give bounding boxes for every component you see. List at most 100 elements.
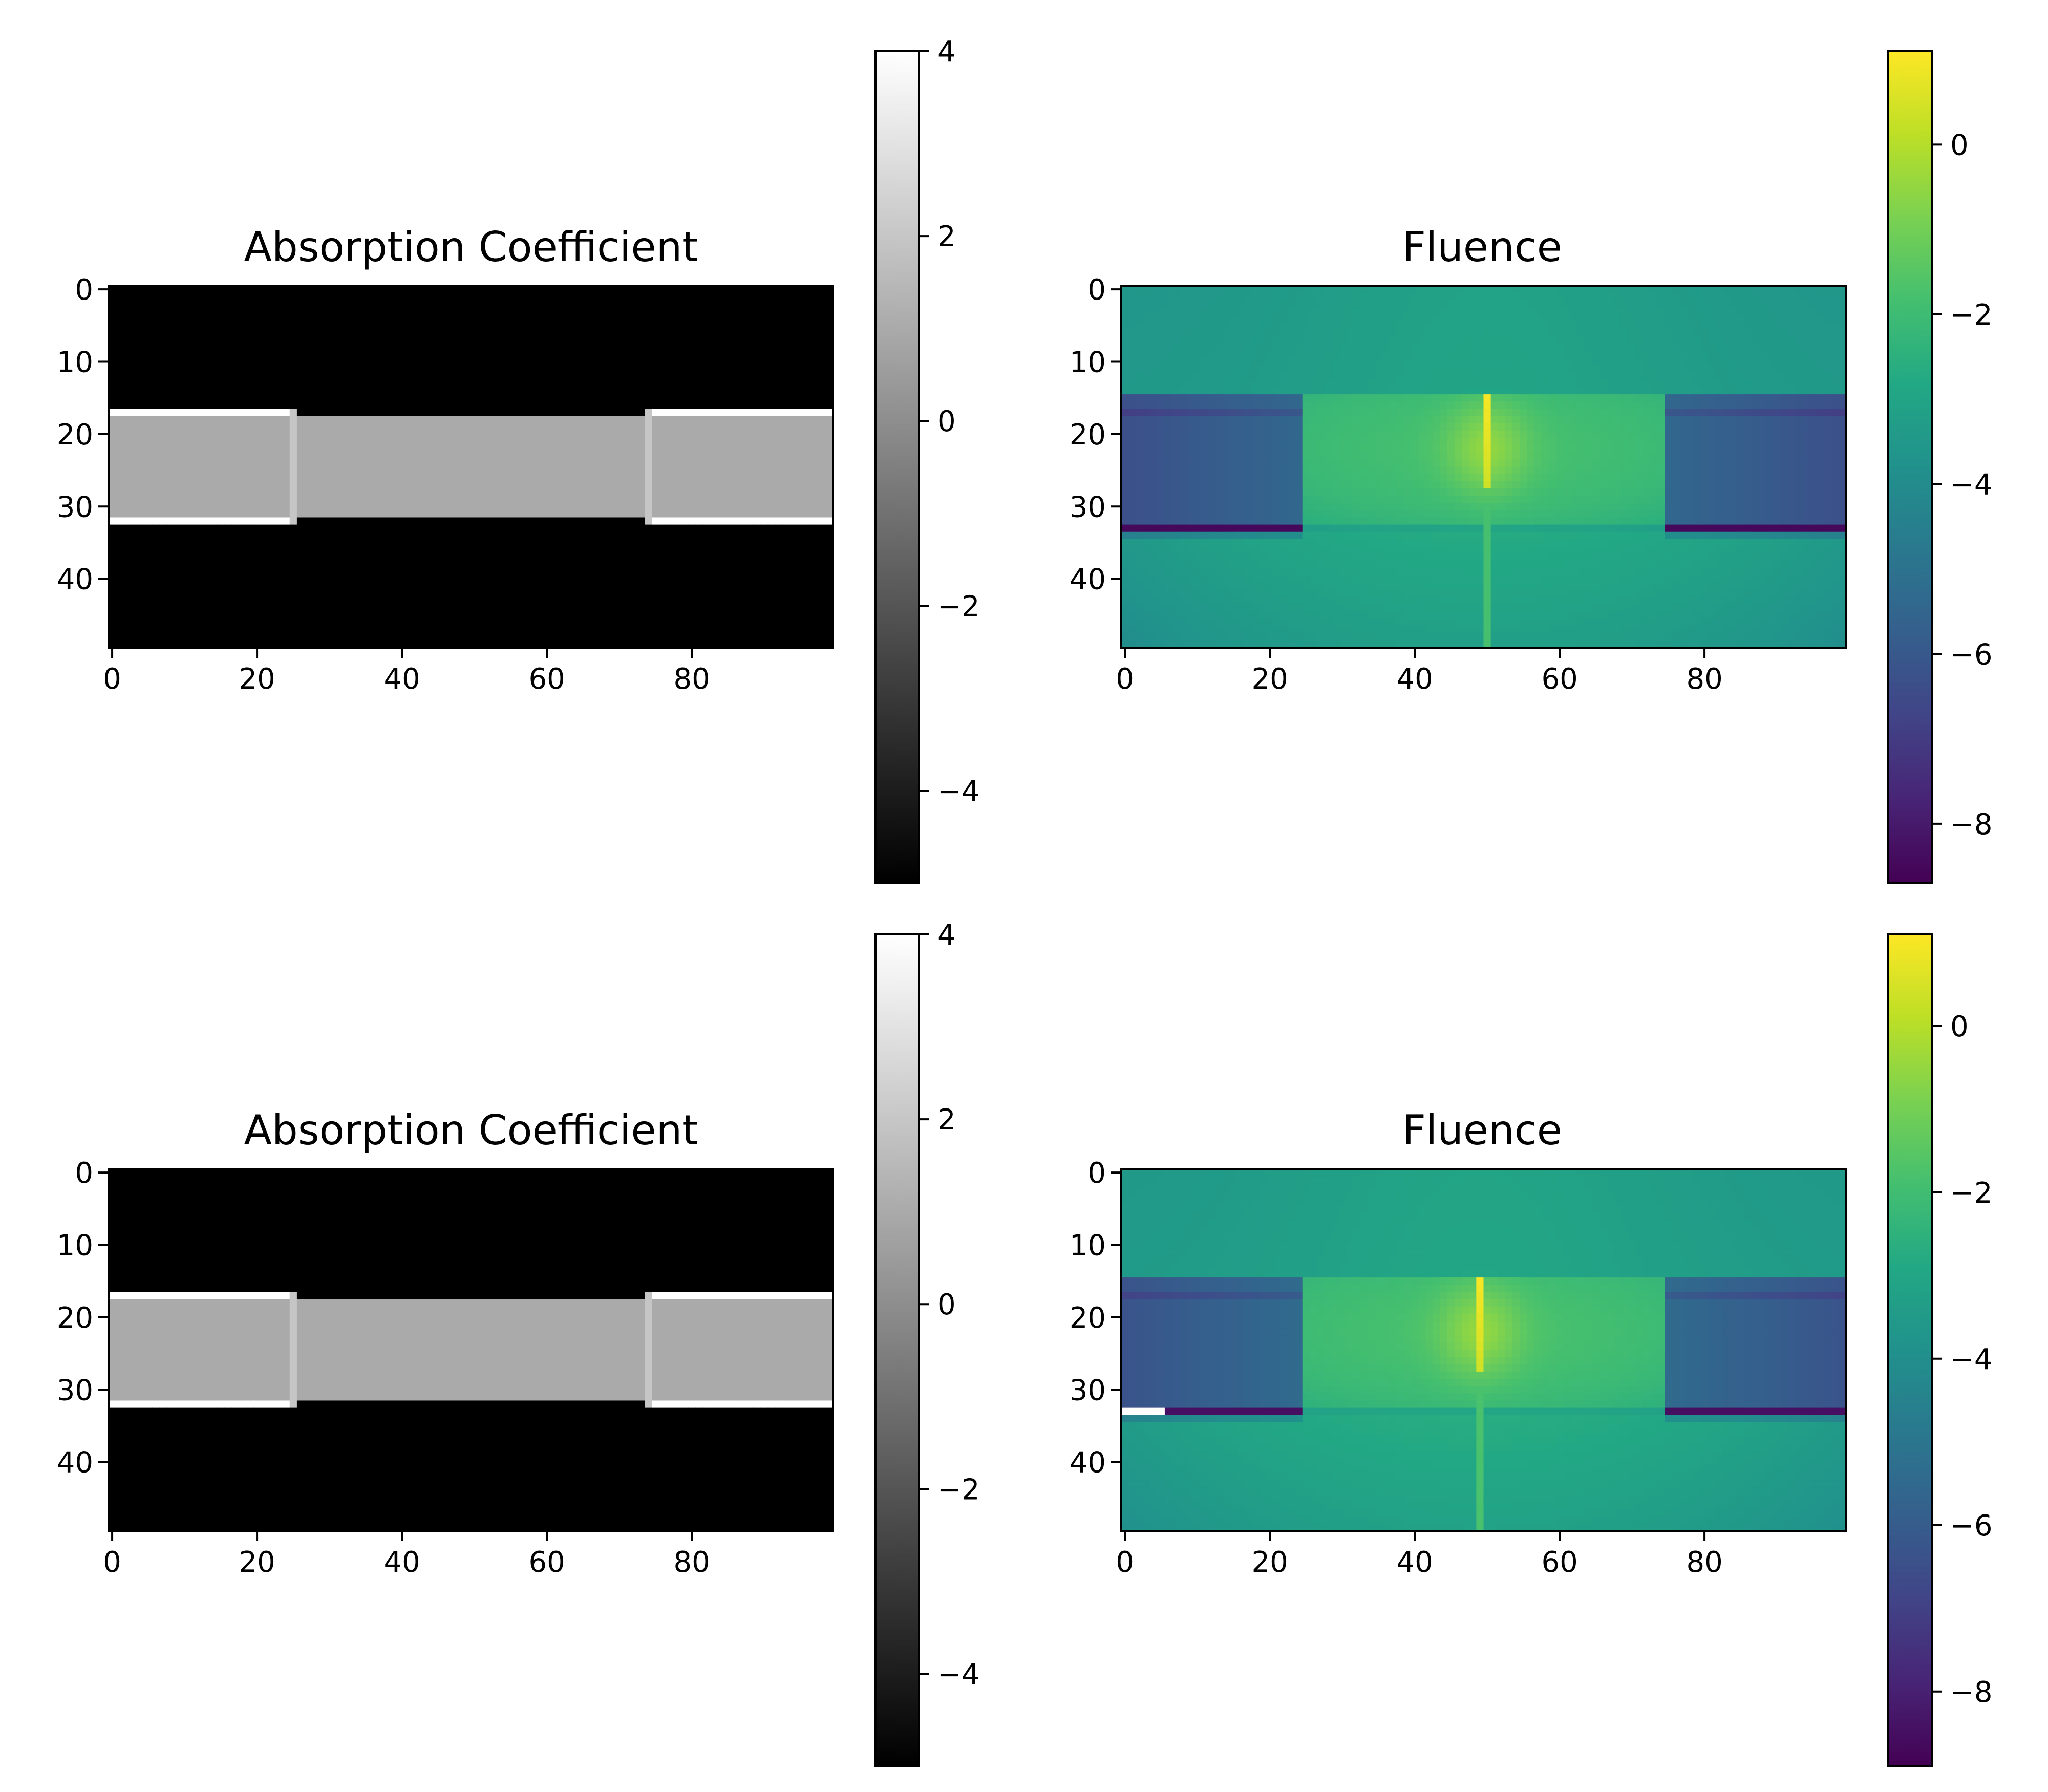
- heatmap-cell: [558, 568, 566, 576]
- heatmap-cell: [550, 416, 558, 424]
- heatmap-cell: [224, 589, 232, 598]
- heatmap-cell: [355, 589, 362, 598]
- heatmap-cell: [514, 589, 522, 598]
- heatmap-cell: [586, 314, 594, 323]
- heatmap-cell: [623, 481, 631, 489]
- heatmap-cell: [586, 488, 594, 496]
- heatmap-cell: [659, 611, 667, 620]
- heatmap-cell: [680, 503, 689, 510]
- heatmap-cell: [369, 618, 377, 627]
- heatmap-cell: [478, 372, 486, 380]
- heatmap-cell: [166, 466, 174, 475]
- heatmap-cell: [174, 329, 182, 337]
- heatmap-cell: [355, 401, 362, 409]
- heatmap-cell: [804, 597, 812, 605]
- heatmap-cell: [231, 351, 240, 358]
- heatmap-cell: [289, 293, 297, 301]
- heatmap-cell: [710, 582, 718, 590]
- heatmap-cell: [543, 372, 551, 380]
- heatmap-cell: [340, 503, 348, 510]
- heatmap-cell: [797, 488, 804, 496]
- heatmap-cell: [645, 372, 652, 380]
- heatmap-cell: [739, 387, 746, 395]
- heatmap-cell: [514, 365, 522, 373]
- heatmap-cell: [724, 568, 732, 576]
- heatmap-cell: [775, 430, 783, 438]
- heatmap-cell: [398, 459, 406, 467]
- heatmap-cell: [536, 401, 544, 409]
- heatmap-cell: [362, 589, 370, 598]
- heatmap-cell: [456, 314, 464, 323]
- heatmap-cell: [406, 437, 413, 445]
- heatmap-cell: [217, 618, 225, 627]
- heatmap-cell: [137, 307, 145, 315]
- heatmap-cell: [420, 553, 428, 561]
- heatmap-cell: [565, 401, 573, 409]
- heatmap-cell: [109, 314, 116, 323]
- heatmap-cell: [601, 539, 609, 547]
- heatmap-cell: [746, 488, 754, 496]
- heatmap-cell: [224, 568, 232, 576]
- heatmap-cell: [724, 539, 732, 547]
- heatmap-cell: [746, 459, 754, 467]
- heatmap-cell: [746, 510, 754, 518]
- heatmap-cell: [130, 379, 138, 388]
- heatmap-cell: [144, 568, 153, 576]
- heatmap-cell: [753, 517, 761, 525]
- heatmap-cell: [174, 546, 182, 554]
- heatmap-cell: [188, 575, 196, 583]
- heatmap-cell: [782, 524, 790, 532]
- heatmap-cell: [572, 546, 580, 554]
- heatmap-cell: [797, 372, 804, 380]
- heatmap-cell: [558, 546, 566, 554]
- heatmap-cell: [782, 372, 790, 380]
- heatmap-cell: [231, 314, 240, 323]
- heatmap-cell: [630, 445, 638, 453]
- heatmap-cell: [565, 437, 573, 445]
- heatmap-cell: [485, 618, 493, 627]
- heatmap-cell: [572, 336, 580, 344]
- heatmap-cell: [652, 618, 659, 627]
- heatmap-cell: [202, 510, 210, 518]
- heatmap-cell: [217, 394, 225, 402]
- heatmap-cell: [326, 329, 334, 337]
- heatmap-cell: [239, 437, 247, 445]
- heatmap-cell: [427, 531, 435, 540]
- heatmap-cell: [441, 604, 450, 612]
- heatmap-cell: [434, 336, 442, 344]
- heatmap-cell: [601, 286, 609, 293]
- heatmap-cell: [528, 503, 537, 510]
- heatmap-cell: [695, 503, 703, 510]
- heatmap-cell: [608, 329, 616, 337]
- heatmap-cell: [434, 553, 442, 561]
- heatmap-cell: [521, 633, 529, 641]
- heatmap-cell: [253, 553, 261, 561]
- heatmap-cell: [528, 582, 537, 590]
- heatmap-cell: [261, 344, 268, 351]
- heatmap-cell: [528, 379, 537, 388]
- heatmap-cell: [536, 416, 544, 424]
- heatmap-cell: [231, 517, 240, 525]
- heatmap-cell: [601, 503, 609, 510]
- heatmap-cell: [775, 322, 783, 330]
- heatmap-cell: [441, 351, 450, 358]
- heatmap-cell: [441, 568, 450, 576]
- heatmap-cell: [731, 452, 739, 460]
- heatmap-cell: [746, 437, 754, 445]
- heatmap-cell: [391, 589, 399, 598]
- heatmap-cell: [369, 358, 377, 366]
- heatmap-cell: [224, 293, 232, 301]
- heatmap-cell: [456, 459, 464, 467]
- heatmap-cell: [492, 597, 500, 605]
- heatmap-cell: [362, 488, 370, 496]
- heatmap-cell: [680, 314, 689, 323]
- heatmap-cell: [492, 430, 500, 438]
- heatmap-cell: [289, 611, 297, 620]
- heatmap-cell: [239, 568, 247, 576]
- heatmap-cell: [637, 626, 645, 634]
- heatmap-cell: [767, 539, 776, 547]
- heatmap-cell: [775, 387, 783, 395]
- heatmap-cell: [652, 575, 659, 583]
- heatmap-cell: [246, 394, 254, 402]
- heatmap-cell: [645, 344, 652, 351]
